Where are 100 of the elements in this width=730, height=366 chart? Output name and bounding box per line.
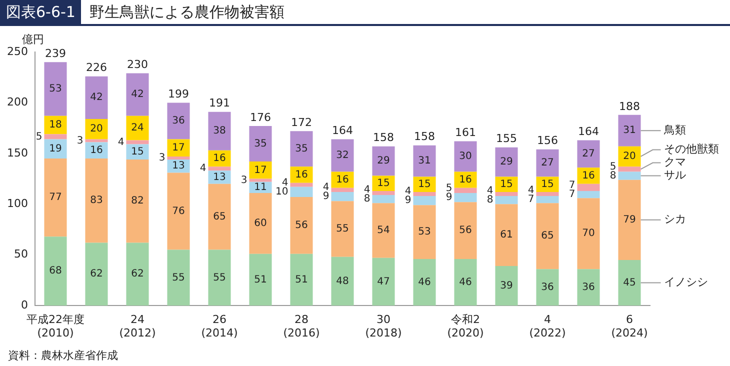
data-label: 55 [336,224,349,235]
text: 図表6-6-1 [0,0,82,24]
data-label: 39 [500,280,513,292]
bar [331,139,354,172]
data-label: 3 [240,174,248,186]
text: その他獣類 [664,142,719,156]
bar [577,269,600,306]
data-label: 53 [49,84,62,95]
y-tick-label: 50 [14,248,28,261]
data-label: 36 [541,282,554,293]
bar [290,131,313,167]
bar [454,193,477,202]
x-tick-label: 24 (2012) [119,313,156,340]
total-label: 176 [250,110,271,124]
data-label: 7 [568,189,576,200]
bar [208,166,231,171]
data-label: 31 [623,125,636,136]
data-label: 46 [418,276,431,288]
bar [372,203,395,258]
bar [536,149,559,177]
data-label: 16 [582,170,595,182]
bar [495,147,518,177]
x-tick-label: 平成22年度 (2010) [26,313,84,340]
bar [618,260,641,306]
bar [454,188,477,193]
bar [618,114,641,146]
text: 資料：農林水産省作成 [7,348,119,364]
data-label: 68 [49,266,62,277]
bar [577,190,600,198]
x-tick-label: 26 (2014) [201,313,238,340]
bar [208,184,231,250]
data-label: 11 [254,182,267,194]
data-label: 76 [172,206,185,217]
bar [372,190,395,196]
data-label: 17 [172,142,185,154]
bar [536,269,559,306]
bar [126,116,149,140]
bar [44,62,67,116]
bar [536,192,559,196]
bar [208,250,231,306]
data-label: 35 [254,138,267,150]
bar [208,112,231,150]
bar [290,197,313,254]
total-label: 239 [44,47,66,60]
total-label: 155 [496,132,517,146]
bar [249,178,272,182]
data-label: 32 [336,150,349,162]
bar [167,250,190,306]
bar [413,145,436,177]
bar [577,140,600,168]
x-tick-label: 6 (2024) [611,313,648,340]
total-label: 188 [619,100,640,113]
bar [495,204,518,266]
data-label: 38 [213,126,226,137]
data-label: 82 [131,196,144,207]
data-label: 16 [459,174,472,186]
data-label: 29 [500,156,513,168]
bar [249,254,272,306]
data-label: 61 [500,230,513,241]
bar [372,195,395,204]
bar [454,141,477,172]
data-label: 46 [459,276,472,288]
bar [290,166,313,183]
data-label: 24 [131,122,144,134]
bar [618,146,641,167]
total-label: 191 [208,96,230,110]
total-label: 158 [373,131,394,144]
bar [413,258,436,306]
bar [44,158,67,237]
bar [577,184,600,191]
data-label: 51 [295,274,308,286]
bar [126,73,149,116]
x-tick-label: 令和2 (2020) [447,313,484,340]
bar [85,139,108,142]
data-label: 77 [49,192,62,204]
bar [331,256,354,306]
bar [290,182,313,187]
data-label: 8 [610,170,616,182]
bar [85,158,108,243]
total-label: 226 [86,61,107,74]
bar [290,254,313,306]
data-label: 7 [528,194,534,206]
total-label: 230 [126,58,148,72]
bar [372,258,395,306]
data-label: 48 [336,276,349,287]
data-label: 42 [131,89,144,100]
data-label: 83 [90,195,103,206]
bar [249,193,272,254]
data-label: 3 [76,135,84,146]
bar [331,172,354,188]
data-label: 9 [404,195,412,206]
data-label: 65 [213,211,226,222]
data-label: 15 [377,178,390,189]
bar [167,156,190,160]
data-label: 19 [49,143,62,154]
y-tick-label: 0 [20,298,28,312]
total-label: 172 [290,116,312,129]
data-label: 8 [364,194,370,205]
data-label: 36 [172,116,185,127]
x-tick-label: 30 (2018) [365,313,402,340]
